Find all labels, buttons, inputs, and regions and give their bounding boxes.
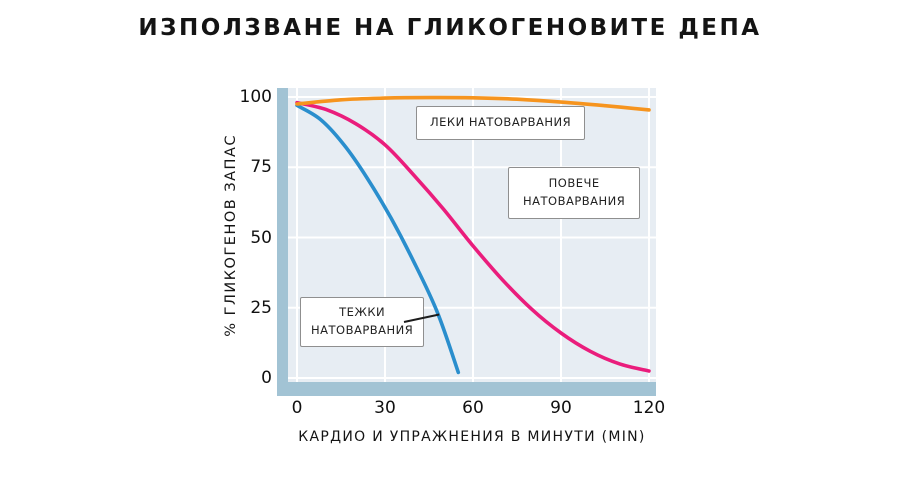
annotation-light-load: ЛЕКИ НАТОВАРВАНИЯ <box>416 106 586 140</box>
x-tick-label: 30 <box>374 398 396 418</box>
x-tick-label: 120 <box>632 398 666 418</box>
y-tick-label: 0 <box>261 368 272 388</box>
page-title: ИЗПОЛЗВАНЕ НА ГЛИКОГЕНОВИТЕ ДЕПА <box>138 15 762 41</box>
series-line <box>295 103 461 375</box>
x-axis-band <box>277 382 656 396</box>
x-axis-title: КАРДИО И УПРАЖНЕНИЯ В МИНУТИ (MIN) <box>298 429 646 445</box>
x-tick-label: 60 <box>462 398 484 418</box>
y-tick-label: 75 <box>250 157 272 178</box>
y-tick-labels: 0 25 50 75 100 <box>230 87 280 388</box>
x-tick-label: 90 <box>550 398 572 418</box>
annotation-text: ТЕЖКИ <box>339 305 386 319</box>
annotation-text: НАТОВАРВАНИЯ <box>311 322 414 337</box>
annotation-text: ЛЕКИ НАТОВАРВАНИЯ <box>430 115 572 129</box>
annotation-more-load: ПОВЕЧЕ НАТОВАРВАНИЯ <box>508 167 641 219</box>
annotation-heavy-load: ТЕЖКИ НАТОВАРВАНИЯ <box>300 297 425 347</box>
series-line <box>295 100 651 373</box>
y-tick-label: 25 <box>250 297 272 318</box>
y-tick-label: 100 <box>239 87 272 107</box>
x-tick-label: 0 <box>291 398 303 418</box>
x-tick-labels: 0 30 60 90 120 <box>288 398 666 420</box>
annotation-text: ПОВЕЧЕ <box>548 176 600 190</box>
series-line <box>295 95 651 112</box>
annotation-text: НАТОВАРВАНИЯ <box>523 193 626 208</box>
y-axis-band <box>277 88 288 396</box>
y-tick-label: 50 <box>250 227 272 248</box>
